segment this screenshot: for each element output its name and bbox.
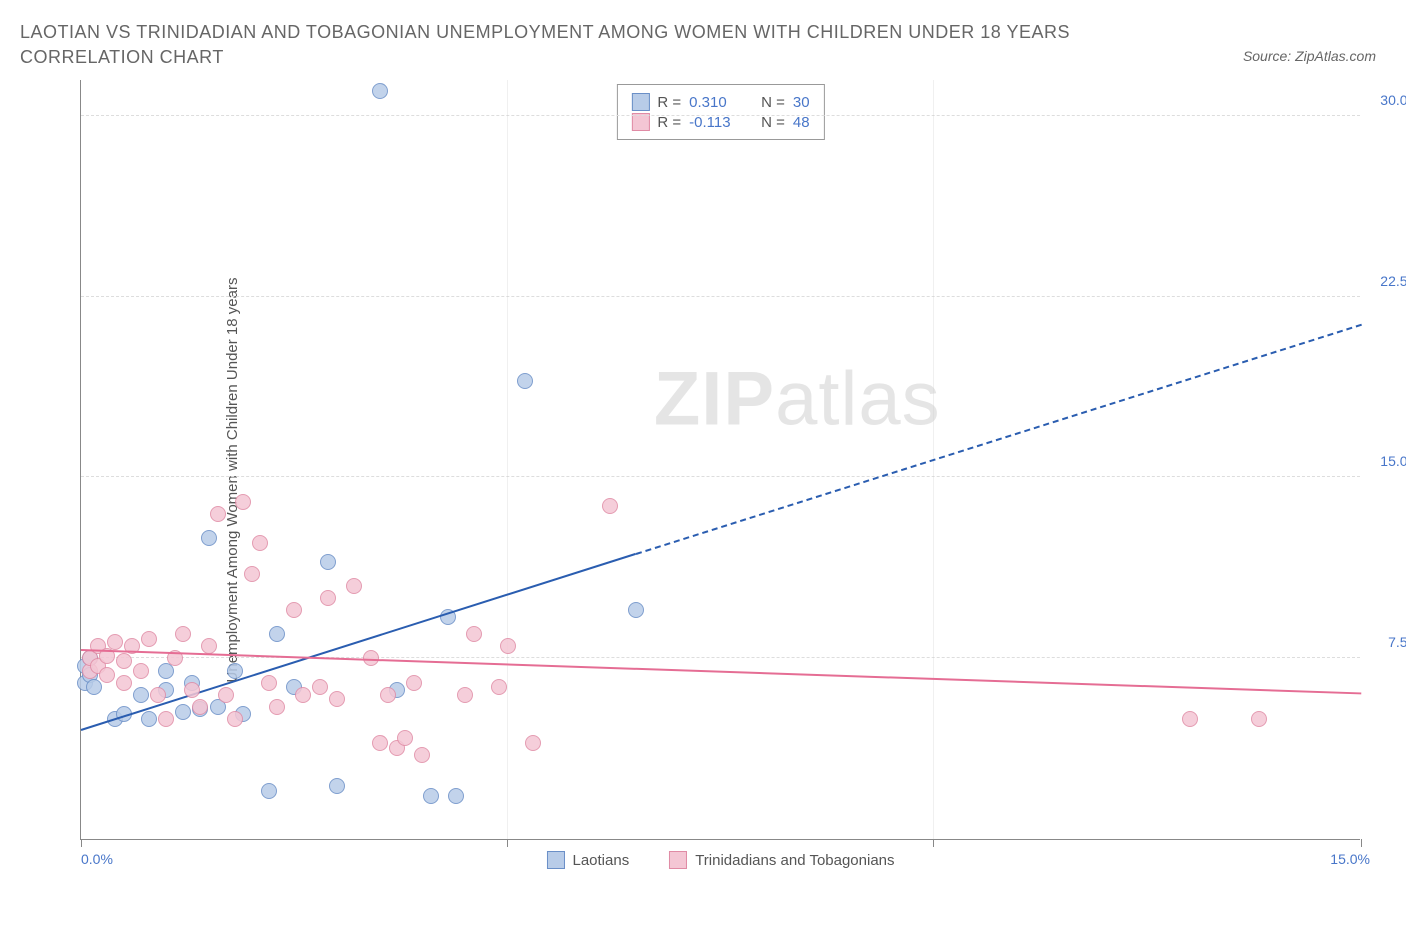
data-point (116, 653, 132, 669)
data-point (295, 687, 311, 703)
gridline-v (507, 80, 508, 839)
series-swatch (631, 113, 649, 131)
data-point (184, 682, 200, 698)
legend: Laotians Trinidadians and Tobagonians (546, 851, 894, 869)
data-point (329, 691, 345, 707)
data-point (346, 578, 362, 594)
data-point (491, 679, 507, 695)
data-point (320, 590, 336, 606)
data-point (116, 675, 132, 691)
n-value: 30 (793, 94, 810, 111)
n-label: N = (761, 94, 785, 111)
chart-title: LAOTIAN VS TRINIDADIAN AND TOBAGONIAN UN… (20, 20, 1120, 70)
x-tick (81, 839, 82, 847)
data-point (269, 626, 285, 642)
data-point (1182, 711, 1198, 727)
data-point (628, 602, 644, 618)
y-tick-label: 7.5% (1388, 634, 1406, 650)
data-point (133, 687, 149, 703)
watermark-light: atlas (775, 357, 941, 442)
legend-swatch (669, 851, 687, 869)
data-point (201, 530, 217, 546)
data-point (500, 638, 516, 654)
gridline-h (81, 476, 1360, 477)
data-point (312, 679, 328, 695)
data-point (269, 699, 285, 715)
data-point (1251, 711, 1267, 727)
y-tick-label: 15.0% (1380, 453, 1406, 469)
data-point (329, 778, 345, 794)
data-point (86, 679, 102, 695)
data-point (175, 704, 191, 720)
data-point (397, 730, 413, 746)
data-point (261, 783, 277, 799)
stats-row: R = -0.113 N = 48 (631, 113, 809, 131)
gridline-h (81, 657, 1360, 658)
data-point (150, 687, 166, 703)
r-value: -0.113 (689, 114, 745, 131)
data-point (244, 566, 260, 582)
data-point (414, 747, 430, 763)
data-point (218, 687, 234, 703)
legend-item: Trinidadians and Tobagonians (669, 851, 894, 869)
data-point (261, 675, 277, 691)
data-point (158, 711, 174, 727)
data-point (141, 711, 157, 727)
data-point (517, 373, 533, 389)
n-label: N = (761, 114, 785, 131)
data-point (107, 634, 123, 650)
r-label: R = (657, 94, 681, 111)
legend-swatch (546, 851, 564, 869)
data-point (252, 535, 268, 551)
data-point (99, 667, 115, 683)
r-value: 0.310 (689, 94, 745, 111)
data-point (525, 735, 541, 751)
scatter-plot: ZIPatlas R =0.310N =30R =-0.113N =48 0.0… (80, 80, 1360, 840)
data-point (320, 554, 336, 570)
x-tick-min: 0.0% (81, 851, 113, 867)
data-point (372, 735, 388, 751)
trend-line (635, 324, 1361, 555)
x-tick (933, 839, 934, 847)
data-point (192, 699, 208, 715)
stats-box: R = 0.310 N = 30 R = -0.113 N = 48 (616, 84, 824, 140)
data-point (602, 498, 618, 514)
stats-row: R = 0.310 N = 30 (631, 93, 809, 111)
legend-label: Laotians (572, 852, 629, 869)
gridline-h (81, 296, 1360, 297)
data-point (423, 788, 439, 804)
data-point (210, 506, 226, 522)
gridline-h (81, 115, 1360, 116)
y-tick-label: 30.0% (1380, 92, 1406, 108)
data-point (380, 687, 396, 703)
plot-outer: Unemployment Among Women with Children U… (60, 80, 1380, 880)
data-point (133, 663, 149, 679)
r-label: R = (657, 114, 681, 131)
legend-item: Laotians (546, 851, 629, 869)
data-point (406, 675, 422, 691)
series-swatch (631, 93, 649, 111)
legend-label: Trinidadians and Tobagonians (695, 852, 894, 869)
data-point (448, 788, 464, 804)
data-point (457, 687, 473, 703)
data-point (175, 626, 191, 642)
chart-container: LAOTIAN VS TRINIDADIAN AND TOBAGONIAN UN… (20, 20, 1386, 880)
x-tick (1361, 839, 1362, 847)
data-point (141, 631, 157, 647)
data-point (372, 83, 388, 99)
x-tick (507, 839, 508, 847)
x-tick-max: 15.0% (1330, 851, 1370, 867)
data-point (227, 663, 243, 679)
data-point (201, 638, 217, 654)
data-point (227, 711, 243, 727)
source-attribution: Source: ZipAtlas.com (1243, 48, 1376, 64)
data-point (286, 602, 302, 618)
data-point (235, 494, 251, 510)
n-value: 48 (793, 114, 810, 131)
watermark-bold: ZIP (654, 357, 775, 442)
data-point (466, 626, 482, 642)
watermark: ZIPatlas (654, 356, 941, 443)
y-tick-label: 22.5% (1380, 273, 1406, 289)
